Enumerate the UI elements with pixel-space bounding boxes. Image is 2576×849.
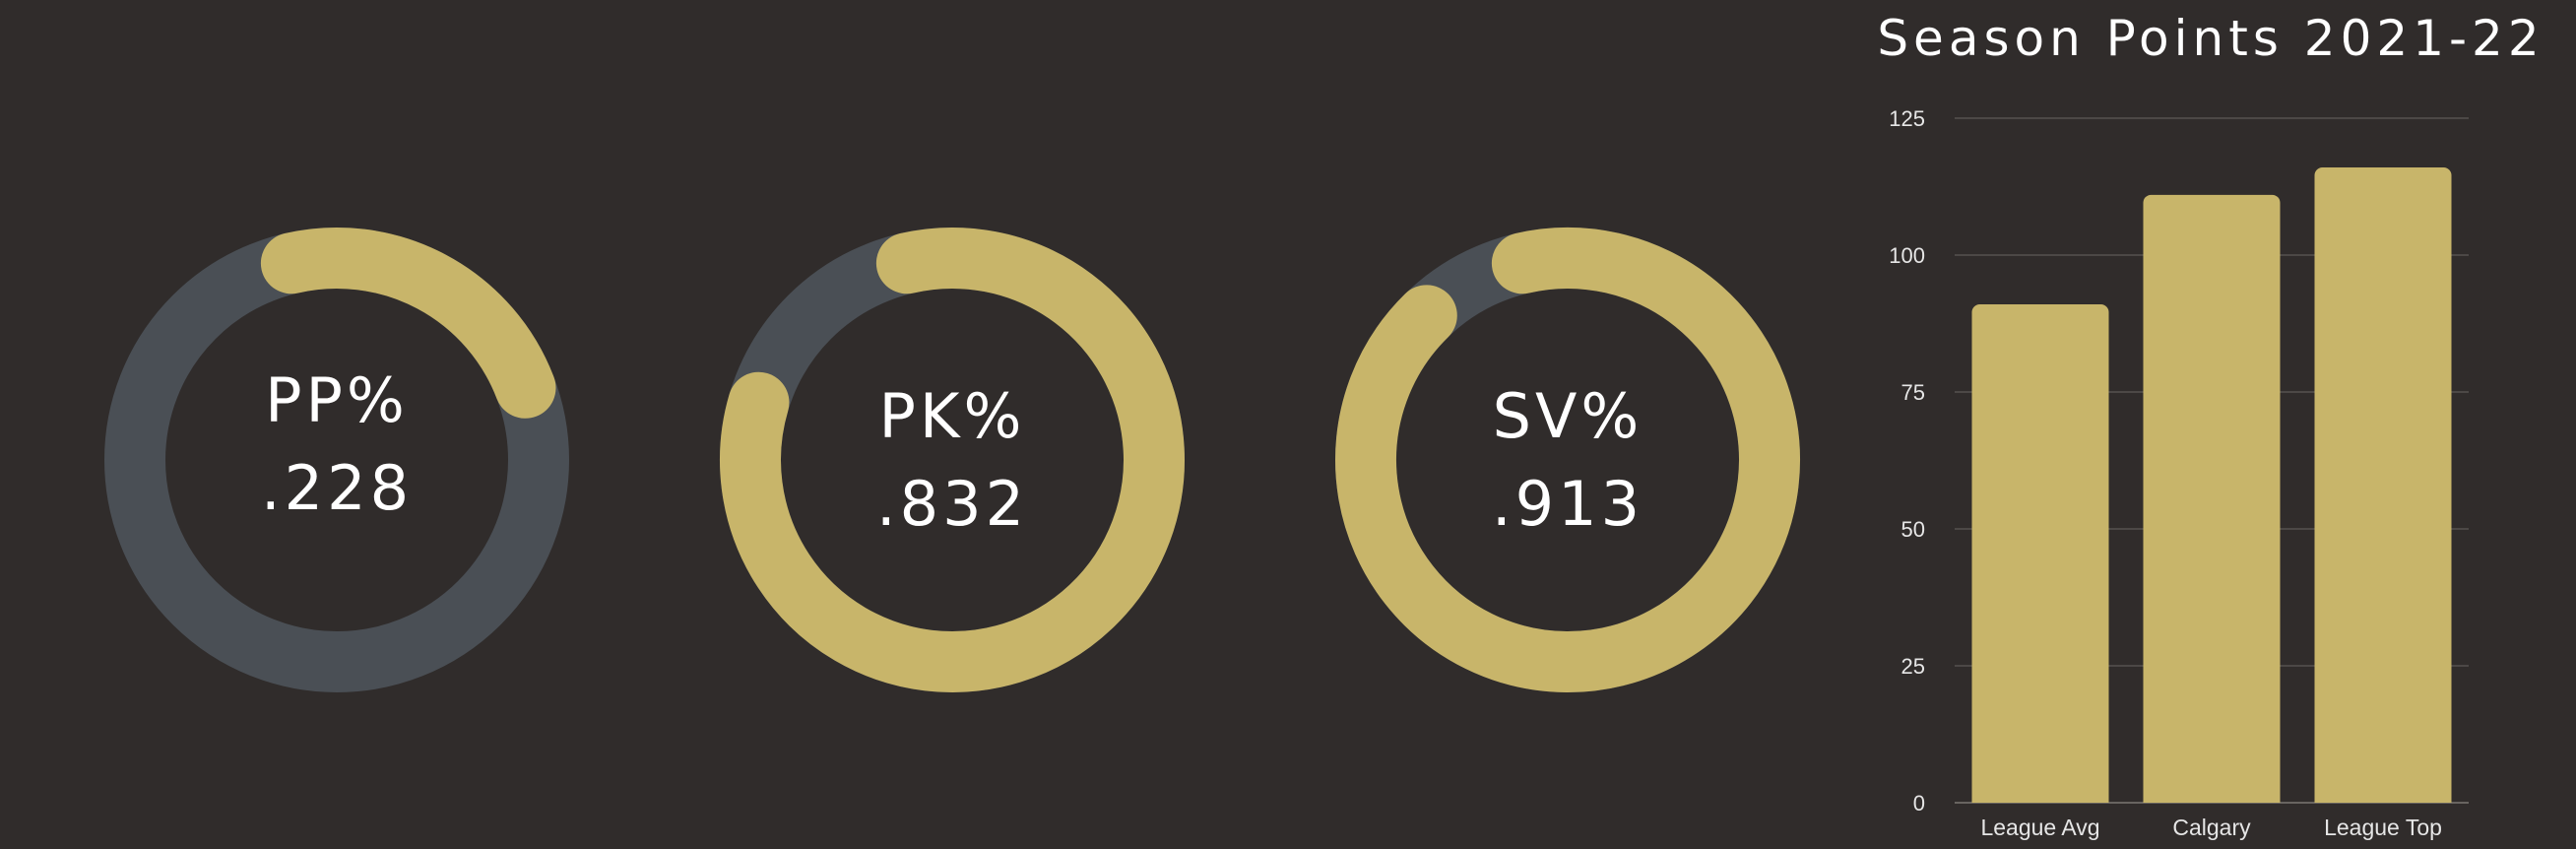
y-tick-label: 0 xyxy=(1913,791,1925,816)
bar-base xyxy=(1971,793,2109,803)
y-tick-label: 125 xyxy=(1889,106,1925,131)
gauge-label: SV% xyxy=(1493,380,1643,452)
gauge-label: PK% xyxy=(879,380,1026,452)
gauge-value: .832 xyxy=(876,468,1028,540)
gauge-pk: PK% .832 xyxy=(720,228,1185,692)
chart-title: Season Points 2021-22 xyxy=(1877,10,2544,67)
bar-base xyxy=(2143,793,2281,803)
y-tick-label: 75 xyxy=(1901,380,1925,405)
chart-bars xyxy=(1971,167,2452,804)
gauge-value: .228 xyxy=(261,452,413,524)
gauge-arc xyxy=(260,228,556,419)
bar xyxy=(2314,167,2452,804)
gauge-arc xyxy=(720,228,1185,692)
x-tick-label: League Avg xyxy=(1980,815,2099,840)
gauge-label: PP% xyxy=(265,364,409,436)
y-tick-label: 25 xyxy=(1901,654,1925,679)
gauge-sv: SV% .913 xyxy=(1335,228,1800,692)
bar xyxy=(2143,194,2281,804)
x-tick-label: League Top xyxy=(2324,815,2442,840)
gauge-arc xyxy=(1335,228,1800,692)
bar-chart: Season Points 2021-22 0 25 50 75 100 125 Leag… xyxy=(1877,10,2544,840)
chart-x-labels: League Avg Calgary League Top xyxy=(1980,815,2441,840)
gauge-pp: PP% .228 xyxy=(104,228,569,692)
bar-base xyxy=(2314,793,2452,803)
x-tick-label: Calgary xyxy=(2172,815,2251,840)
y-tick-label: 50 xyxy=(1901,517,1925,542)
bar xyxy=(1971,304,2109,803)
gauge-value: .913 xyxy=(1492,468,1643,540)
y-tick-label: 100 xyxy=(1889,243,1925,268)
